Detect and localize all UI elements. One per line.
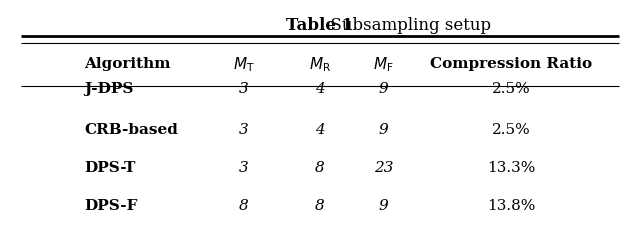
Text: $M_\mathrm{T}$: $M_\mathrm{T}$ [233,55,254,74]
Text: 9: 9 [379,198,388,212]
Text: DPS-F: DPS-F [84,198,138,212]
Text: 4: 4 [315,122,325,136]
Text: CRB-based: CRB-based [84,122,178,136]
Text: 3: 3 [239,122,248,136]
Text: 3: 3 [239,160,248,174]
Text: 8: 8 [315,198,325,212]
Text: Compression Ratio: Compression Ratio [430,57,592,71]
Text: Table 1: Table 1 [287,17,353,34]
Text: 13.8%: 13.8% [487,198,535,212]
Text: $M_\mathrm{R}$: $M_\mathrm{R}$ [309,55,331,74]
Text: 2.5%: 2.5% [492,122,531,136]
Text: 8: 8 [239,198,248,212]
Text: 23: 23 [374,160,394,174]
Text: 3: 3 [239,82,248,96]
Text: 9: 9 [379,82,388,96]
Text: J-DPS: J-DPS [84,82,134,96]
Text: DPS-T: DPS-T [84,160,136,174]
Text: . Subsampling setup: . Subsampling setup [320,17,491,34]
Text: 4: 4 [315,82,325,96]
Text: 9: 9 [379,122,388,136]
Text: 13.3%: 13.3% [487,160,535,174]
Text: 8: 8 [315,160,325,174]
Text: Algorithm: Algorithm [84,57,171,71]
Text: 2.5%: 2.5% [492,82,531,96]
Text: $M_\mathrm{F}$: $M_\mathrm{F}$ [374,55,394,74]
